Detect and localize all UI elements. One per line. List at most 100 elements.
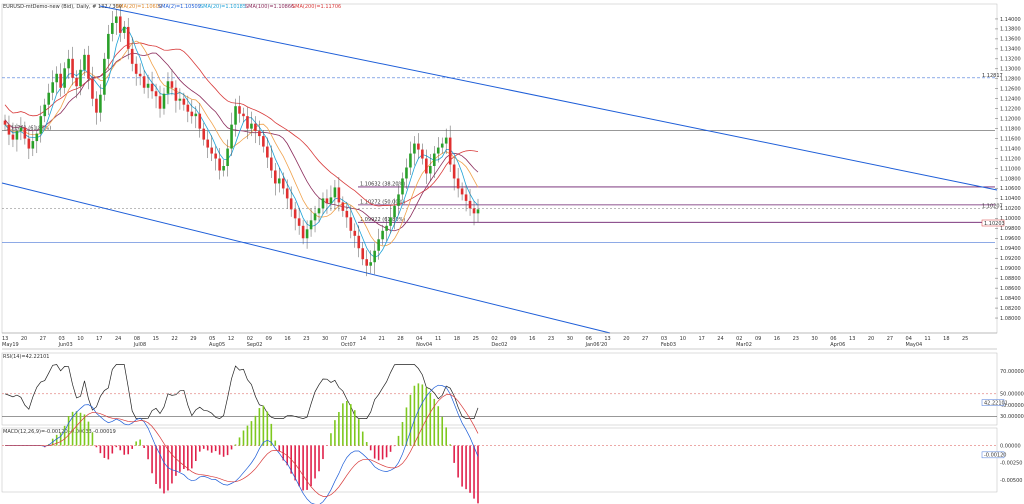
x-tick-label: 20 [21, 336, 27, 342]
time-axis: 13 20 27 03 10 17 24 08 15 22 29 05 12 02 09 16 23 30 07 14… [2, 332, 997, 350]
x-tick-label: 30 [811, 336, 817, 342]
candle-up [321, 198, 325, 209]
candle-down [7, 124, 11, 135]
candle-down [27, 138, 31, 149]
candle-down [154, 91, 158, 97]
macd-signal-line [5, 394, 479, 497]
x-tick-label: 23 [303, 336, 309, 342]
x-tick-label: 12 [228, 336, 234, 342]
candle-up [397, 194, 400, 206]
candle-up [313, 213, 317, 221]
candle-up [277, 178, 281, 184]
candle-down [417, 143, 420, 150]
candle-up [476, 209, 480, 214]
macd-panel: 0.00000 -0.00250 -0.00500 -0.00120 [2, 383, 1022, 504]
candle-down [266, 146, 269, 158]
candle-down [460, 188, 464, 195]
candle-down [11, 134, 15, 140]
x-tick-label: 09 [510, 336, 516, 342]
y-tick-label: 1.13600 [1000, 37, 1021, 43]
price-axis: 1.14000 1.13800 1.13600 1.13400 1.13200 1.130… [995, 17, 1021, 322]
x-tick-label: 16 [284, 336, 290, 342]
y-tick-label: 1.13200 [1000, 57, 1021, 63]
x-tick-label: 18 [454, 336, 460, 342]
x-month-label: Feb03 [661, 342, 676, 348]
sma-20-line [4, 26, 479, 258]
candle-down [174, 87, 178, 101]
candle-up [230, 124, 233, 149]
candle-up [385, 225, 388, 231]
dashed-level-label: 1.12817 [982, 73, 1003, 79]
candle-down [254, 123, 257, 132]
candlesticks [3, 6, 480, 277]
y-tick-label: 1.13800 [1000, 27, 1021, 33]
x-tick-label: 24 [717, 336, 723, 342]
candle-down [126, 26, 130, 49]
candle-down [210, 147, 213, 154]
candle-down [289, 198, 293, 210]
candle-up [305, 229, 309, 239]
y-tick-label: 1.08400 [1000, 296, 1021, 302]
y-tick-label: 1.12000 [1000, 116, 1021, 122]
candle-up [39, 116, 43, 134]
candle-down [452, 164, 456, 179]
candle-down [158, 96, 162, 109]
rsi-line [4, 364, 479, 420]
y-tick-label: 1.10200 [1000, 206, 1021, 212]
candle-up [377, 239, 380, 251]
rsi-tick-label: 70.00000 [1000, 369, 1024, 375]
x-tick-label: 06 [830, 336, 836, 342]
header-sma4: SMA(100)=1.10866 [245, 4, 294, 10]
x-tick-label: 20 [868, 336, 874, 342]
candle-down [95, 98, 98, 113]
y-tick-label: 1.10400 [1000, 196, 1021, 202]
x-month-label: Jan06'20 [585, 342, 608, 348]
rsi-panel-frame [1, 352, 998, 426]
channel-lower-line [1, 182, 611, 334]
x-month-label: May19 [2, 342, 19, 348]
y-tick-label: 1.08600 [1000, 286, 1021, 292]
candle-down [214, 153, 217, 159]
candle-up [19, 127, 23, 132]
x-tick-label: 11 [435, 336, 441, 342]
x-tick-label: 20 [623, 336, 629, 342]
candle-down [273, 170, 277, 184]
fib-levels: 1.11761 (61.80%) 1.10632 (38.20%) 1.10272 … [2, 73, 1003, 243]
x-tick-label: 09 [755, 336, 761, 342]
candle-up [15, 131, 19, 140]
header-sma5: SMA(200)=1.11706 [292, 4, 341, 10]
macd-badge: -0.00120 [984, 453, 1006, 459]
candle-down [3, 120, 7, 125]
y-tick-label: 1.13000 [1000, 67, 1021, 73]
candle-down [71, 58, 74, 78]
x-tick-label: 17 [698, 336, 704, 342]
candle-up [222, 166, 225, 171]
y-tick-label: 1.12800 [1000, 77, 1021, 83]
x-tick-label: 25 [962, 336, 968, 342]
candle-up [79, 69, 82, 87]
y-tick-label: 1.14000 [1000, 17, 1021, 23]
x-tick-label: 28 [397, 336, 403, 342]
candle-up [111, 22, 114, 34]
candle-down [297, 218, 301, 226]
price-badge: 1.10203 [984, 221, 1005, 227]
y-tick-label: 1.12400 [1000, 97, 1021, 103]
trend-channel [1, 5, 998, 334]
x-month-label: Jul08 [133, 342, 146, 348]
macd-panel-frame [1, 427, 998, 493]
candle-up [440, 143, 444, 148]
fib-level-label: 1.10272 (50.00%) [360, 200, 405, 206]
candle-down [118, 16, 122, 33]
sma-200-line [4, 42, 479, 207]
y-tick-label: 1.08800 [1000, 276, 1021, 282]
candle-down [270, 157, 273, 171]
candle-down [421, 149, 424, 159]
header-rsi: RSI(14)=42.22101 [3, 354, 49, 360]
candle-up [122, 26, 126, 33]
x-tick-label: 09 [266, 336, 272, 342]
candle-down [23, 127, 27, 139]
macd-badge-box [981, 451, 1005, 459]
rsi-tick-label: 40.00000 [1000, 403, 1024, 409]
candle-down [186, 104, 190, 112]
